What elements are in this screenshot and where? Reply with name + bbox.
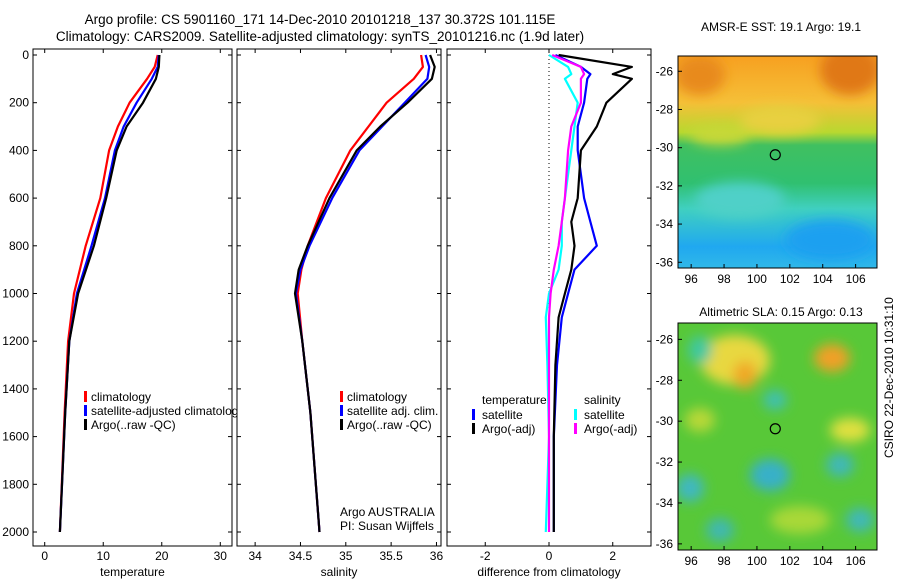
legend-heading: salinity — [584, 393, 621, 407]
profile-panel-2: 34 34.5 35 35.5 36 salinity climatologysatelli… — [236, 48, 444, 579]
sst-map-axes: 96 98 100 102 104 106 -26 -28 -30 -32 -34 -36 — [656, 64, 866, 286]
panel-annotation: PI: Susan Wijffels — [340, 519, 434, 533]
y-tick-label: 1200 — [2, 334, 29, 348]
map-y-tick-label: -32 — [656, 455, 674, 469]
map-y-tick-label: -36 — [656, 537, 674, 551]
y-tick-label: 1800 — [2, 477, 29, 491]
map-x-tick-label: 102 — [780, 554, 800, 568]
x-axis-label: difference from climatology — [477, 565, 620, 579]
y-tick-label: 800 — [9, 239, 29, 253]
map-y-tick-label: -30 — [656, 141, 674, 155]
map-x-tick-label: 100 — [747, 272, 767, 286]
map-y-tick-label: -28 — [656, 373, 674, 387]
legend-swatch — [84, 419, 87, 430]
legend-swatch — [472, 409, 475, 420]
legend-swatch — [574, 409, 577, 420]
series-line-1 — [552, 54, 598, 532]
x-tick-label: -2 — [480, 549, 491, 563]
legend-label: satellite — [584, 408, 625, 422]
y-tick-label: 1000 — [2, 287, 29, 301]
map-x-tick-label: 104 — [813, 554, 833, 568]
x-tick-label: 10 — [97, 549, 111, 563]
x-axis-label: temperature — [100, 565, 165, 579]
legend-label: satellite adj. clim. — [347, 404, 438, 418]
map-y-tick-label: -30 — [656, 414, 674, 428]
x-tick-label: 0 — [546, 549, 553, 563]
plot-frame — [236, 48, 442, 547]
x-tick-label: 35.5 — [379, 549, 403, 563]
legend-label: climatology — [347, 390, 407, 404]
sst-map-field — [678, 56, 877, 268]
map-x-tick-label: 104 — [813, 272, 833, 286]
legend-swatch — [84, 405, 87, 416]
series-line-3 — [293, 54, 436, 533]
x-tick-label: 30 — [214, 549, 228, 563]
legend-label: Argo(..raw -QC) — [91, 418, 176, 432]
sla-map-title: Altimetric SLA: 0.15 Argo: 0.13 — [699, 305, 863, 319]
map-x-tick-label: 98 — [717, 554, 731, 568]
map-x-tick-label: 106 — [846, 554, 866, 568]
map-y-tick-label: -32 — [656, 179, 674, 193]
x-tick-label: 20 — [155, 549, 169, 563]
sst-map-title: AMSR-E SST: 19.1 Argo: 19.1 — [700, 20, 862, 34]
legend-swatch — [472, 423, 475, 434]
map-y-tick-label: -26 — [656, 64, 674, 78]
legend-label: Argo(-adj) — [584, 422, 637, 436]
map-x-tick-label: 96 — [684, 272, 698, 286]
map-x-tick-label: 100 — [747, 554, 767, 568]
profile-panel-3: -2 0 2 difference from climatology temperatu… — [446, 48, 652, 579]
legend-swatch — [340, 419, 343, 430]
sla-map-field — [678, 323, 877, 550]
y-tick-label: 0 — [22, 48, 29, 62]
legend-label: Argo(..raw -QC) — [347, 418, 432, 432]
legend-label: Argo(-adj) — [482, 422, 535, 436]
legend-heading: temperature — [482, 393, 547, 407]
x-axis-label: salinity — [321, 565, 358, 579]
legend-label: satellite-adjusted climatology — [91, 404, 244, 418]
sst-map: 96 98 100 102 104 106 -26 -28 -30 -32 -34 -36 — [656, 55, 878, 286]
legend-label: satellite — [482, 408, 523, 422]
map-x-tick-label: 98 — [717, 272, 731, 286]
y-tick-label: 1600 — [2, 430, 29, 444]
y-tick-label: 1400 — [2, 382, 29, 396]
sla-map-axes: 96 98 100 102 104 106 -26 -28 -30 -32 -34 -36 — [656, 332, 866, 568]
legend-swatch — [340, 405, 343, 416]
series-line-2 — [552, 53, 634, 532]
y-tick-label: 400 — [9, 143, 29, 157]
x-tick-label: 34 — [248, 549, 262, 563]
plot-frame — [32, 48, 233, 547]
x-tick-label: 36 — [430, 549, 444, 563]
y-tick-label: 600 — [9, 191, 29, 205]
x-tick-label: 34.5 — [289, 549, 313, 563]
x-tick-label: 0 — [41, 549, 48, 563]
map-y-tick-label: -26 — [656, 332, 674, 346]
legend-swatch — [84, 391, 87, 402]
panel-annotation: Argo AUSTRALIA — [340, 505, 435, 519]
legend-swatch — [574, 423, 577, 434]
profile-panel-1: 0 200 400 600 800 1000 1200 1400 1600 1800 2000 0 10… — [2, 48, 244, 579]
map-y-tick-label: -34 — [656, 217, 674, 231]
y-tick-label: 2000 — [2, 525, 29, 539]
map-y-tick-label: -34 — [656, 496, 674, 510]
argo-position-marker — [769, 423, 781, 435]
figure-title-line2: Climatology: CARS2009. Satellite-adjuste… — [55, 29, 585, 44]
legend-swatch — [340, 391, 343, 402]
map-x-tick-label: 96 — [684, 554, 698, 568]
series-line-4 — [547, 53, 586, 532]
x-tick-label: 35 — [339, 549, 353, 563]
argo-position-marker — [769, 149, 781, 161]
figure-title-line1: Argo profile: CS 5901160_171 14-Dec-2010… — [84, 12, 556, 27]
x-tick-label: 2 — [609, 549, 616, 563]
y-tick-label: 200 — [9, 96, 29, 110]
map-x-tick-label: 106 — [846, 272, 866, 286]
series-line-3 — [58, 54, 161, 533]
map-y-tick-label: -36 — [656, 255, 674, 269]
sla-map: 96 98 100 102 104 106 -26 -28 -30 -32 -34 -36 — [656, 322, 878, 568]
map-x-tick-label: 102 — [780, 272, 800, 286]
map-y-tick-label: -28 — [656, 102, 674, 116]
legend-label: climatology — [91, 390, 151, 404]
